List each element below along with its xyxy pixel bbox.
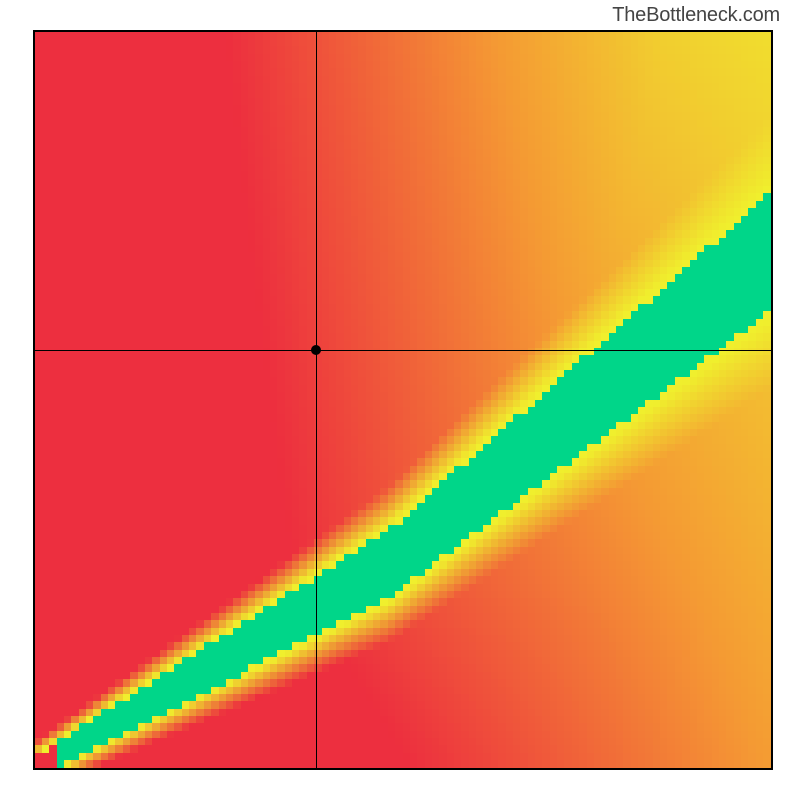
- watermark-text: TheBottleneck.com: [612, 4, 780, 27]
- chart-container: TheBottleneck.com: [0, 0, 800, 800]
- crosshair-horizontal: [35, 350, 771, 351]
- heatmap-canvas: [35, 32, 771, 768]
- crosshair-vertical: [316, 32, 317, 768]
- data-point-marker: [311, 345, 321, 355]
- plot-area: [33, 30, 773, 770]
